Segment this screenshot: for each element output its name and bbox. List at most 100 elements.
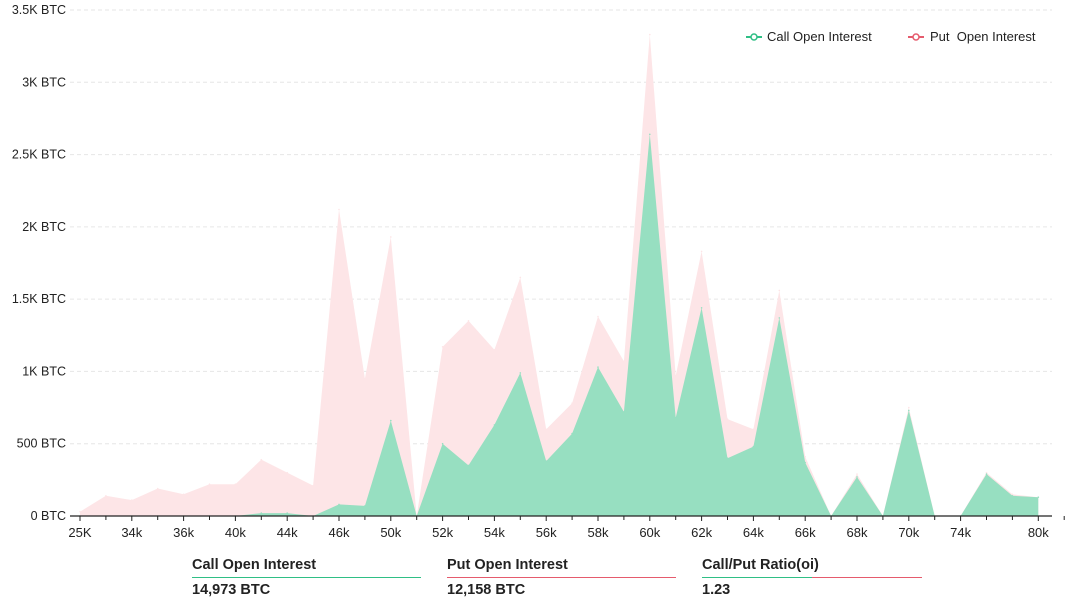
put-oi-point bbox=[390, 236, 392, 238]
x-tick-label: 54k bbox=[484, 525, 505, 540]
call-oi-point bbox=[804, 461, 806, 464]
x-tick-label: 25K bbox=[68, 525, 91, 540]
call-oi-point bbox=[1037, 496, 1040, 499]
x-tick-label: 50k bbox=[380, 525, 401, 540]
put-oi-underline bbox=[447, 577, 676, 578]
put-oi-label: Put Open Interest bbox=[447, 557, 568, 573]
call-oi-point bbox=[519, 372, 522, 374]
x-tick-label: 56k bbox=[536, 525, 557, 540]
put-oi-point bbox=[752, 428, 755, 431]
call-oi-point bbox=[441, 442, 444, 445]
x-tick-label: 44k bbox=[277, 525, 298, 540]
put-oi-point bbox=[467, 320, 470, 322]
open-interest-chart: 0 BTC 500 BTC 1K BTC 1.5K BTC 2K BTC 2.5K BTC… bbox=[12, 3, 1065, 540]
put-oi-point bbox=[234, 483, 237, 485]
x-tick-label: 40k bbox=[225, 525, 246, 540]
legend[interactable]: Call Open Interest Put Open Interest bbox=[746, 29, 1036, 44]
put-oi-point bbox=[79, 510, 81, 513]
x-tick-label: 80k bbox=[1028, 525, 1049, 540]
call-oi-point bbox=[545, 460, 547, 462]
put-oi-value: 12,158 BTC bbox=[447, 582, 526, 598]
x-tick-label: 52k bbox=[432, 525, 453, 540]
put-oi-point bbox=[985, 471, 988, 474]
legend-item-call[interactable]: Call Open Interest bbox=[746, 29, 872, 44]
legend-call-label: Call Open Interest bbox=[767, 29, 872, 44]
call-oi-point bbox=[985, 473, 988, 475]
x-tick-label: 58k bbox=[588, 525, 609, 540]
call-oi-point bbox=[286, 512, 289, 514]
call-oi-point bbox=[493, 424, 496, 426]
x-tick-label: 62k bbox=[691, 525, 712, 540]
y-tick-label: 0 BTC bbox=[31, 509, 66, 523]
grid-lines bbox=[70, 9, 1052, 445]
legend-put-marker bbox=[912, 33, 920, 41]
x-tick-label: 34k bbox=[121, 525, 142, 540]
put-oi-point bbox=[493, 348, 496, 351]
put-oi-point bbox=[597, 315, 599, 318]
put-oi-point bbox=[105, 494, 107, 497]
call-put-ratio-stat: Call/Put Ratio(oi) 1.23 bbox=[702, 556, 934, 599]
summary-stats: Call Open Interest 14,973 BTC Put Open I… bbox=[0, 556, 1065, 605]
y-axis: 0 BTC 500 BTC 1K BTC 1.5K BTC 2K BTC 2.5K BTC… bbox=[12, 3, 66, 523]
y-tick-label: 1.5K BTC bbox=[12, 292, 66, 306]
put-oi-point bbox=[804, 455, 806, 458]
call-put-ratio-underline bbox=[702, 577, 922, 578]
call-oi-point bbox=[364, 505, 366, 507]
call-oi-point bbox=[674, 416, 677, 419]
put-oi-point bbox=[908, 406, 910, 409]
call-oi-point bbox=[390, 419, 392, 422]
legend-put-label: Put Open Interest bbox=[930, 29, 1036, 44]
call-oi-area bbox=[80, 134, 1039, 517]
call-oi-point bbox=[908, 409, 910, 412]
put-oi-point bbox=[260, 458, 263, 461]
put-oi-point bbox=[1011, 493, 1014, 496]
call-put-ratio-label: Call/Put Ratio(oi) bbox=[702, 557, 819, 573]
call-oi-point bbox=[467, 464, 470, 467]
legend-item-put[interactable]: Put Open Interest bbox=[908, 29, 1036, 44]
put-oi-point bbox=[312, 484, 314, 487]
call-oi-point bbox=[623, 411, 625, 413]
x-tick-label: 68k bbox=[847, 525, 868, 540]
call-oi-label: Call Open Interest bbox=[192, 557, 317, 573]
x-tick-label: 64k bbox=[743, 525, 764, 540]
put-oi-area bbox=[80, 34, 1039, 516]
call-oi-point bbox=[571, 432, 573, 435]
put-oi-point bbox=[364, 377, 366, 380]
x-tick-label: 60k bbox=[639, 525, 660, 540]
put-oi-point bbox=[700, 250, 703, 253]
series-areas bbox=[80, 34, 1039, 517]
legend-call-marker bbox=[750, 33, 758, 41]
call-oi-stat: Call Open Interest 14,973 BTC bbox=[192, 556, 424, 599]
put-oi-point bbox=[208, 483, 211, 485]
call-oi-point bbox=[649, 133, 651, 136]
put-oi-point bbox=[156, 487, 159, 490]
x-tick-label: 36k bbox=[173, 525, 194, 540]
put-oi-stat: Put Open Interest 12,158 BTC bbox=[447, 556, 679, 599]
put-oi-point bbox=[338, 208, 340, 211]
y-tick-label: 2K BTC bbox=[22, 220, 66, 234]
x-tick-label: 66k bbox=[795, 525, 816, 540]
put-oi-point bbox=[856, 473, 858, 475]
call-oi-point bbox=[1011, 494, 1014, 497]
call-oi-value: 14,973 BTC bbox=[192, 582, 271, 598]
put-oi-point bbox=[182, 493, 185, 496]
put-oi-point bbox=[286, 471, 289, 474]
y-tick-label: 2.5K BTC bbox=[12, 148, 66, 162]
call-oi-point bbox=[597, 366, 599, 368]
call-oi-point bbox=[338, 503, 340, 506]
x-tick-label: 74k bbox=[950, 525, 971, 540]
call-oi-point bbox=[700, 307, 703, 309]
y-tick-label: 1K BTC bbox=[22, 364, 66, 378]
put-oi-point bbox=[519, 276, 522, 279]
y-tick-label: 3K BTC bbox=[22, 75, 66, 89]
put-oi-point bbox=[623, 360, 625, 363]
x-tick-label: 70k bbox=[898, 525, 919, 540]
put-oi-point bbox=[674, 374, 677, 377]
put-oi-point bbox=[441, 346, 444, 348]
call-oi-point bbox=[260, 512, 263, 514]
call-oi-underline bbox=[192, 577, 421, 578]
x-axis: 25K 34k 36k 40k 44k 46k 50k 52k 54k 56k 58k 60k 62k 6… bbox=[68, 515, 1065, 540]
put-oi-point bbox=[571, 402, 573, 405]
call-put-ratio-value: 1.23 bbox=[702, 582, 731, 598]
call-oi-point bbox=[778, 317, 781, 319]
